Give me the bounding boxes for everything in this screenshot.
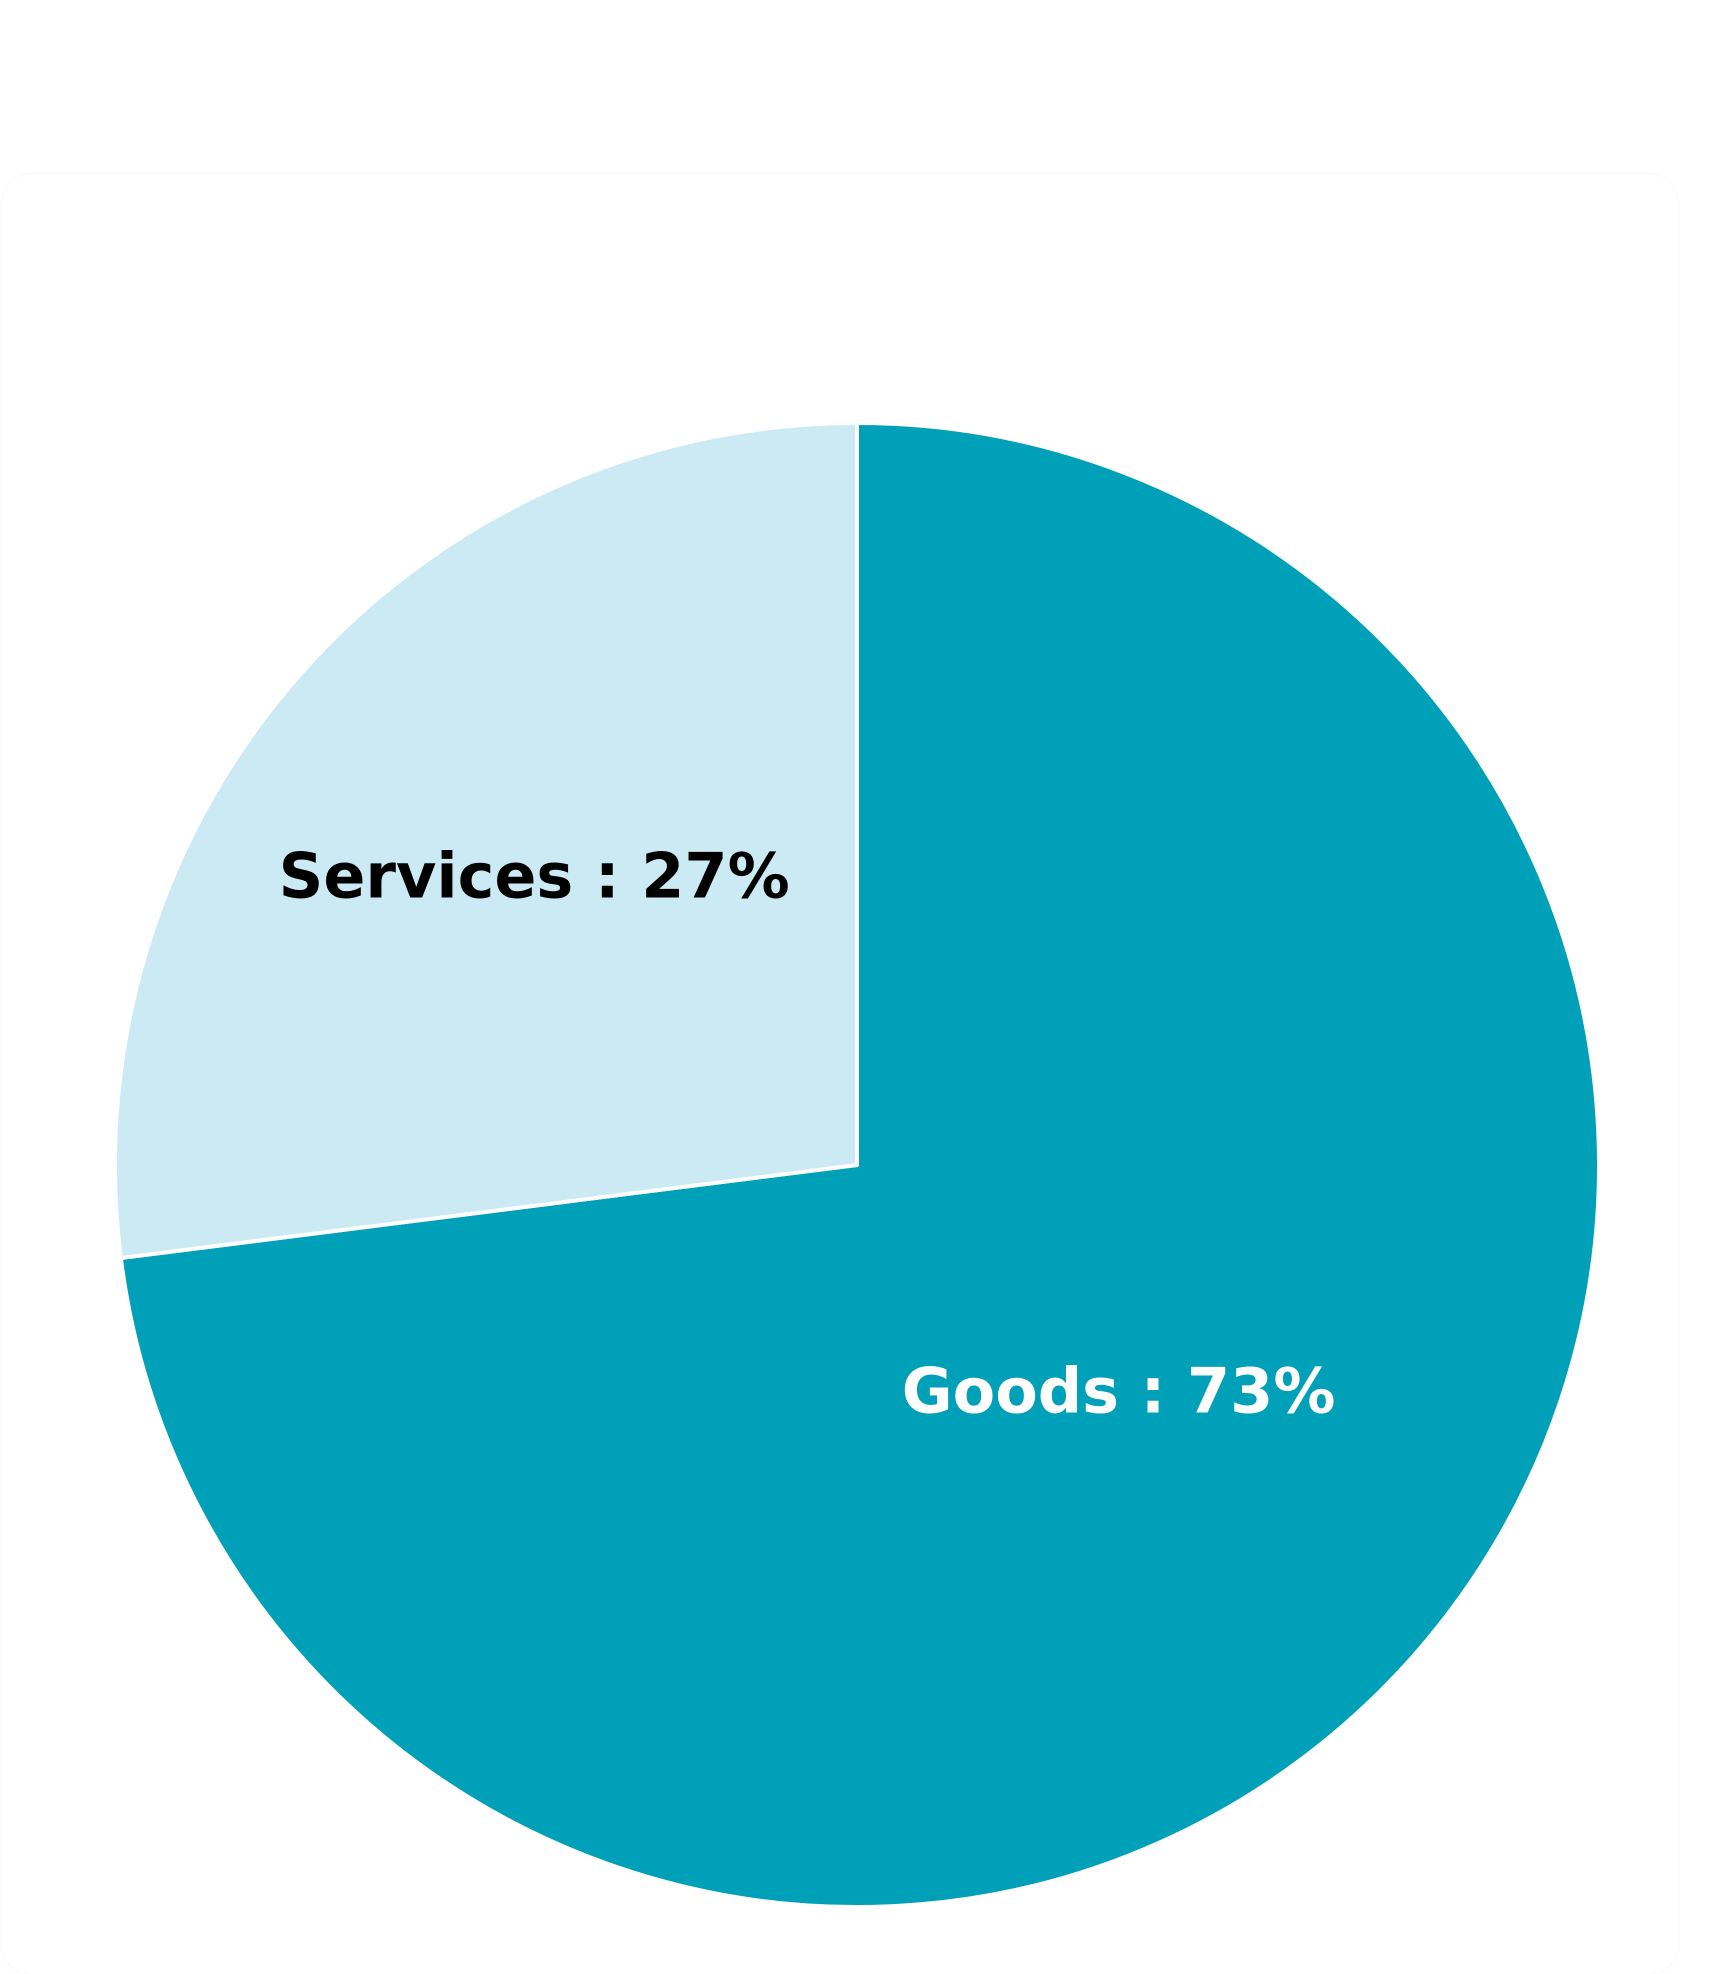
pie-label-services: Services : 27% [279,839,790,912]
pie-label-goods: Goods : 73% [902,1355,1336,1428]
pie-slice-services [113,421,859,1260]
pie-slice-goods [118,421,1601,1909]
pie-slices [113,421,1601,1909]
pie-labels: Goods : 73% Services : 27% [279,839,1336,1427]
